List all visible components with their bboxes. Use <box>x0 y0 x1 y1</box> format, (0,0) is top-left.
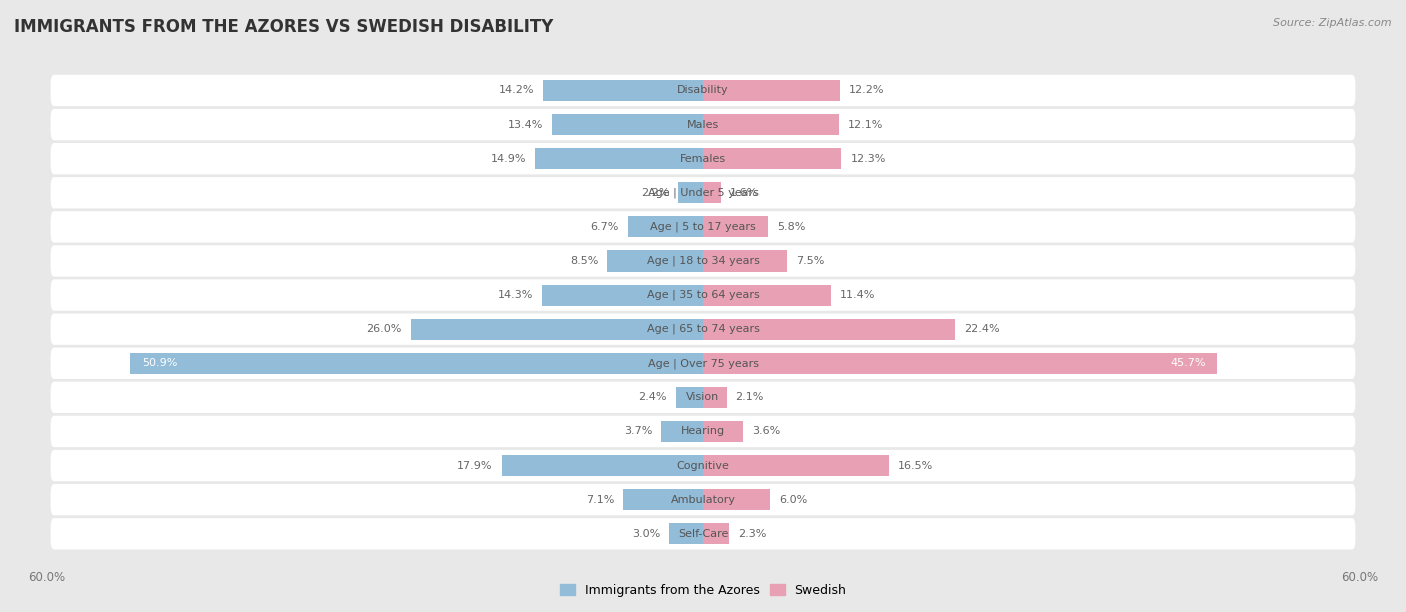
FancyBboxPatch shape <box>51 280 1355 311</box>
Text: Age | Under 5 years: Age | Under 5 years <box>648 187 758 198</box>
Text: 6.7%: 6.7% <box>591 222 619 232</box>
Bar <box>703 455 889 476</box>
Bar <box>131 353 703 374</box>
Text: Source: ZipAtlas.com: Source: ZipAtlas.com <box>1274 18 1392 28</box>
Text: 60.0%: 60.0% <box>1341 571 1378 584</box>
Bar <box>703 387 727 408</box>
Bar <box>607 250 703 272</box>
FancyBboxPatch shape <box>51 75 1355 106</box>
Text: 2.1%: 2.1% <box>735 392 763 402</box>
Bar <box>536 148 703 170</box>
Text: 12.3%: 12.3% <box>851 154 886 163</box>
Text: Hearing: Hearing <box>681 427 725 436</box>
Text: Vision: Vision <box>686 392 720 402</box>
Bar <box>543 80 703 101</box>
Text: 8.5%: 8.5% <box>569 256 599 266</box>
Text: 1.6%: 1.6% <box>730 188 758 198</box>
Text: Self-Care: Self-Care <box>678 529 728 539</box>
Text: 12.1%: 12.1% <box>848 119 883 130</box>
Legend: Immigrants from the Azores, Swedish: Immigrants from the Azores, Swedish <box>554 579 852 602</box>
Text: 5.8%: 5.8% <box>778 222 806 232</box>
Bar <box>411 319 703 340</box>
Text: Females: Females <box>681 154 725 163</box>
Text: 17.9%: 17.9% <box>457 461 492 471</box>
Text: 6.0%: 6.0% <box>779 494 807 505</box>
Text: Age | Over 75 years: Age | Over 75 years <box>648 358 758 368</box>
Bar <box>703 353 1218 374</box>
Text: IMMIGRANTS FROM THE AZORES VS SWEDISH DISABILITY: IMMIGRANTS FROM THE AZORES VS SWEDISH DI… <box>14 18 554 36</box>
Text: 3.6%: 3.6% <box>752 427 780 436</box>
Text: Age | 18 to 34 years: Age | 18 to 34 years <box>647 256 759 266</box>
Text: 26.0%: 26.0% <box>366 324 402 334</box>
Text: Males: Males <box>688 119 718 130</box>
FancyBboxPatch shape <box>51 484 1355 515</box>
Bar <box>623 489 703 510</box>
Bar <box>703 216 768 237</box>
Bar <box>676 387 703 408</box>
FancyBboxPatch shape <box>51 143 1355 174</box>
Bar <box>669 523 703 544</box>
Text: Age | 65 to 74 years: Age | 65 to 74 years <box>647 324 759 334</box>
Bar <box>703 182 721 203</box>
Text: Age | 5 to 17 years: Age | 5 to 17 years <box>650 222 756 232</box>
Text: 13.4%: 13.4% <box>508 119 543 130</box>
Bar <box>703 421 744 442</box>
Text: Ambulatory: Ambulatory <box>671 494 735 505</box>
Text: 11.4%: 11.4% <box>841 290 876 300</box>
Bar <box>627 216 703 237</box>
Text: Age | 35 to 64 years: Age | 35 to 64 years <box>647 290 759 300</box>
Text: 16.5%: 16.5% <box>897 461 932 471</box>
Text: 12.2%: 12.2% <box>849 86 884 95</box>
Text: 2.2%: 2.2% <box>641 188 669 198</box>
Bar <box>703 285 831 305</box>
FancyBboxPatch shape <box>51 450 1355 481</box>
Bar <box>502 455 703 476</box>
Text: Disability: Disability <box>678 86 728 95</box>
Text: Cognitive: Cognitive <box>676 461 730 471</box>
FancyBboxPatch shape <box>51 382 1355 413</box>
Text: 2.4%: 2.4% <box>638 392 666 402</box>
FancyBboxPatch shape <box>51 211 1355 242</box>
Text: 7.1%: 7.1% <box>586 494 614 505</box>
FancyBboxPatch shape <box>51 177 1355 209</box>
Bar <box>553 114 703 135</box>
Text: 45.7%: 45.7% <box>1170 358 1206 368</box>
FancyBboxPatch shape <box>51 348 1355 379</box>
Bar <box>543 285 703 305</box>
Text: 14.3%: 14.3% <box>498 290 533 300</box>
Text: 2.3%: 2.3% <box>738 529 766 539</box>
Bar <box>678 182 703 203</box>
FancyBboxPatch shape <box>51 416 1355 447</box>
FancyBboxPatch shape <box>51 518 1355 550</box>
Text: 3.7%: 3.7% <box>624 427 652 436</box>
Text: 3.0%: 3.0% <box>633 529 661 539</box>
Text: 7.5%: 7.5% <box>796 256 825 266</box>
Bar <box>703 319 955 340</box>
Text: 50.9%: 50.9% <box>142 358 177 368</box>
Bar <box>703 250 787 272</box>
FancyBboxPatch shape <box>51 313 1355 345</box>
Bar <box>703 489 770 510</box>
Bar <box>703 114 839 135</box>
FancyBboxPatch shape <box>51 109 1355 140</box>
Text: 14.2%: 14.2% <box>499 86 534 95</box>
Bar <box>703 80 841 101</box>
Bar <box>661 421 703 442</box>
Bar <box>703 148 841 170</box>
Bar <box>703 523 728 544</box>
FancyBboxPatch shape <box>51 245 1355 277</box>
Text: 14.9%: 14.9% <box>491 154 526 163</box>
Text: 60.0%: 60.0% <box>28 571 65 584</box>
Text: 22.4%: 22.4% <box>965 324 1000 334</box>
